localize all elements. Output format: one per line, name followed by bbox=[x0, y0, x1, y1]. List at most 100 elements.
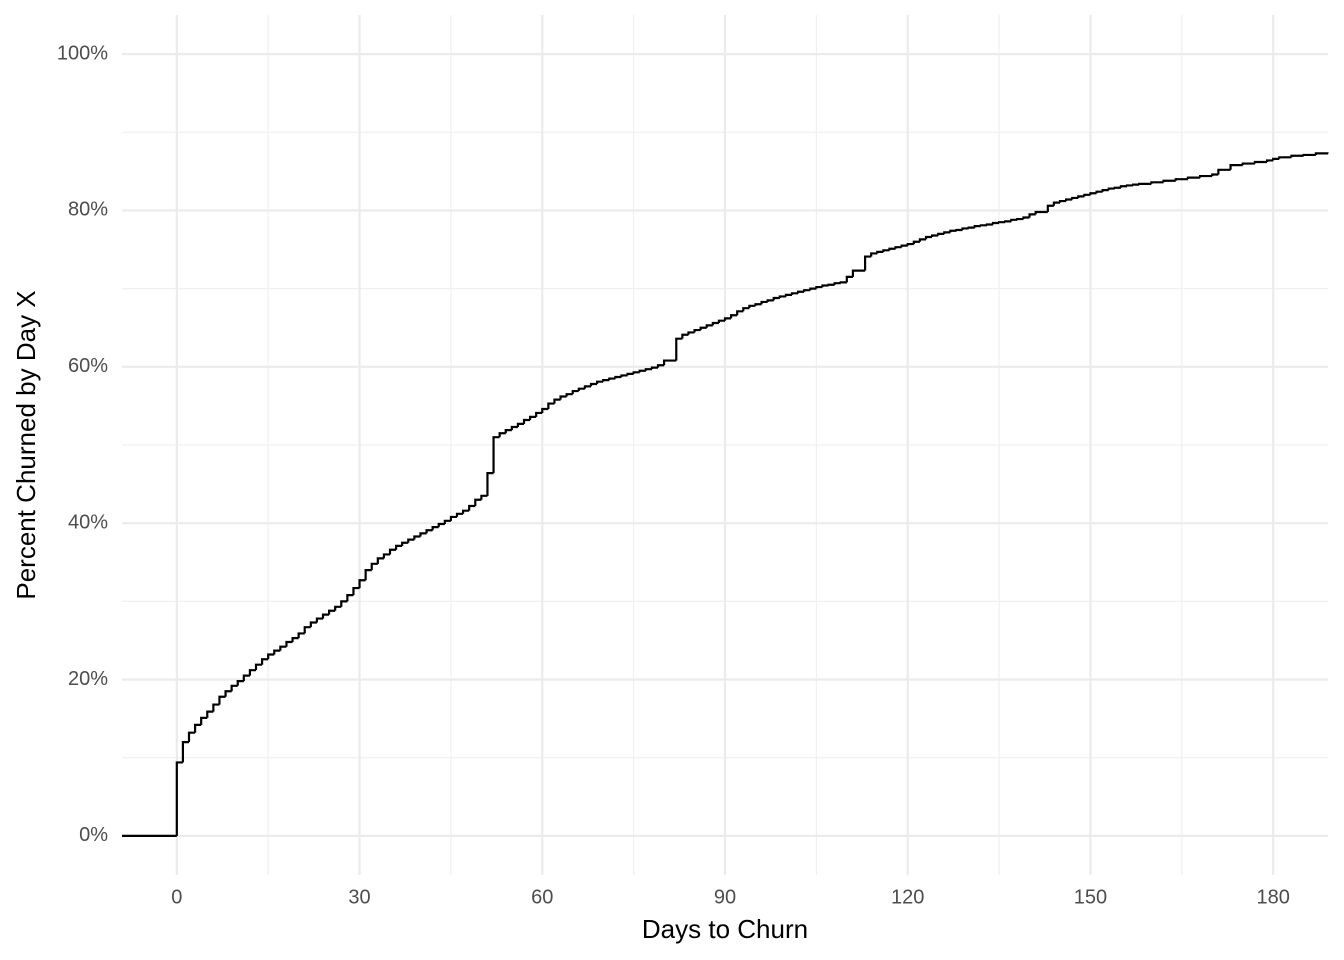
step-segment bbox=[1302, 153, 1316, 157]
y-tick-label: 60% bbox=[68, 355, 108, 377]
step-segment bbox=[912, 240, 920, 245]
step-segment bbox=[364, 568, 372, 581]
y-tick-label: 20% bbox=[68, 668, 108, 690]
step-segment bbox=[547, 402, 555, 410]
step-segment bbox=[321, 613, 330, 619]
step-segment bbox=[723, 317, 732, 321]
step-segment bbox=[729, 314, 738, 319]
step-segment bbox=[937, 232, 945, 236]
x-tick-label: 60 bbox=[531, 886, 553, 908]
step-segment bbox=[1150, 181, 1164, 184]
step-segment bbox=[1278, 156, 1292, 159]
step-segment bbox=[766, 299, 774, 302]
x-tick-label: 90 bbox=[714, 886, 736, 908]
step-segment bbox=[407, 538, 415, 543]
step-segment bbox=[790, 292, 799, 295]
step-segment bbox=[1198, 174, 1213, 178]
step-segment bbox=[644, 368, 652, 371]
step-segment bbox=[949, 229, 957, 233]
step-segment bbox=[455, 512, 464, 517]
step-segment bbox=[876, 250, 884, 254]
step-segment bbox=[443, 519, 451, 524]
step-segment bbox=[468, 504, 476, 511]
step-segment bbox=[1016, 217, 1024, 221]
step-segment bbox=[1022, 216, 1030, 220]
step-segment bbox=[187, 731, 196, 743]
y-axis-title: Percent Churned by Day X bbox=[11, 290, 41, 599]
step-segment bbox=[662, 359, 677, 366]
step-segment bbox=[504, 429, 512, 434]
step-segment bbox=[650, 366, 658, 370]
step-segment bbox=[254, 663, 263, 671]
step-segment bbox=[1229, 164, 1243, 170]
step-segment bbox=[602, 379, 610, 382]
step-segment bbox=[565, 393, 573, 397]
step-segment bbox=[888, 247, 896, 251]
step-segment bbox=[1107, 187, 1115, 191]
step-segment bbox=[693, 328, 701, 333]
step-segment bbox=[839, 281, 847, 284]
step-segment bbox=[370, 562, 378, 571]
step-segment bbox=[358, 579, 366, 589]
step-segment bbox=[803, 289, 811, 292]
step-segment bbox=[535, 411, 543, 417]
step-segment bbox=[778, 295, 786, 299]
step-segment bbox=[997, 221, 1006, 224]
step-segment bbox=[352, 586, 360, 596]
step-segment bbox=[620, 374, 628, 377]
x-tick-label: 30 bbox=[348, 886, 370, 908]
y-tick-label: 100% bbox=[57, 42, 108, 64]
step-segment bbox=[285, 640, 293, 647]
step-segment bbox=[522, 418, 531, 424]
step-segment bbox=[595, 380, 604, 385]
step-segment bbox=[1125, 184, 1134, 187]
step-segment bbox=[480, 494, 488, 500]
step-segment bbox=[267, 653, 275, 660]
step-segment bbox=[1034, 210, 1048, 215]
step-segment bbox=[498, 432, 506, 438]
step-segment bbox=[687, 331, 695, 335]
step-segment bbox=[486, 472, 494, 496]
step-segment bbox=[541, 407, 549, 413]
step-segment bbox=[1253, 160, 1268, 164]
step-segment bbox=[449, 515, 457, 521]
step-segment bbox=[1272, 157, 1280, 161]
step-segment bbox=[608, 377, 616, 381]
step-segment bbox=[1314, 152, 1328, 155]
step-segment bbox=[1217, 168, 1231, 175]
step-segment bbox=[845, 275, 853, 283]
step-segment bbox=[401, 541, 409, 546]
step-segment bbox=[991, 221, 1000, 225]
step-segment bbox=[571, 389, 579, 395]
step-segment bbox=[632, 371, 640, 374]
step-segment bbox=[1010, 218, 1018, 222]
step-segment bbox=[346, 594, 354, 602]
step-segment bbox=[1186, 176, 1201, 180]
step-segment bbox=[1095, 190, 1103, 194]
step-segment bbox=[815, 285, 823, 289]
step-segment bbox=[930, 234, 939, 238]
step-segment bbox=[717, 319, 725, 324]
step-segment bbox=[230, 684, 238, 692]
step-segment bbox=[870, 252, 878, 257]
step-segment bbox=[1290, 154, 1304, 158]
step-segment bbox=[212, 703, 220, 712]
step-segment bbox=[181, 740, 189, 763]
step-segment bbox=[656, 364, 665, 368]
step-segment bbox=[248, 669, 256, 676]
x-tick-label: 150 bbox=[1074, 886, 1107, 908]
step-segment bbox=[772, 296, 780, 301]
step-segment bbox=[918, 238, 926, 242]
step-segment bbox=[681, 333, 689, 339]
step-segment bbox=[1138, 182, 1152, 185]
y-tick-label: 40% bbox=[68, 511, 108, 533]
step-segment bbox=[492, 436, 500, 474]
step-segment bbox=[827, 283, 835, 286]
step-segment bbox=[437, 522, 445, 528]
step-segment bbox=[863, 255, 872, 271]
step-segment bbox=[309, 621, 317, 628]
step-segment bbox=[559, 395, 567, 400]
step-segment bbox=[516, 422, 524, 428]
step-segment bbox=[1052, 201, 1060, 206]
